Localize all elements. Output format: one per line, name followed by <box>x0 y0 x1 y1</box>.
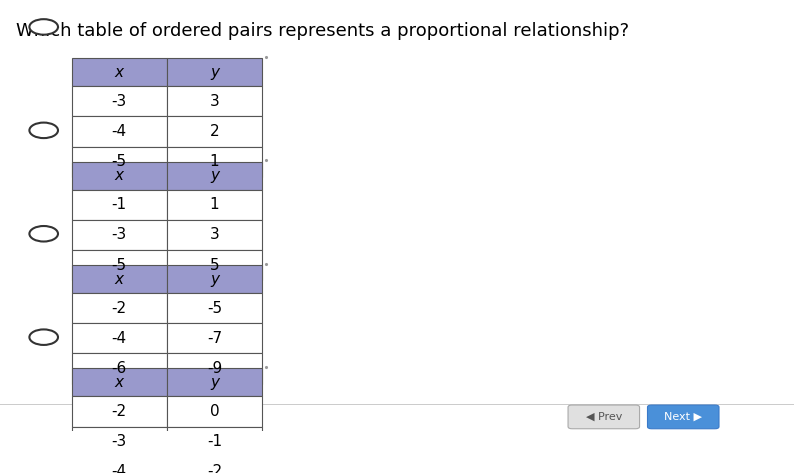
Text: 2: 2 <box>210 124 219 139</box>
FancyBboxPatch shape <box>71 58 167 86</box>
FancyBboxPatch shape <box>167 58 262 86</box>
Text: x: x <box>114 375 124 390</box>
FancyBboxPatch shape <box>167 293 262 323</box>
FancyBboxPatch shape <box>167 162 262 190</box>
Text: ◀ Prev: ◀ Prev <box>586 412 622 422</box>
Text: Next ▶: Next ▶ <box>664 412 702 422</box>
Text: -5: -5 <box>112 154 126 169</box>
Text: -1: -1 <box>112 197 126 212</box>
FancyBboxPatch shape <box>71 368 167 396</box>
Text: -6: -6 <box>111 361 126 376</box>
Text: 1: 1 <box>210 154 219 169</box>
FancyBboxPatch shape <box>167 457 262 473</box>
FancyBboxPatch shape <box>167 396 262 427</box>
FancyBboxPatch shape <box>71 190 167 220</box>
FancyBboxPatch shape <box>71 250 167 280</box>
FancyBboxPatch shape <box>167 250 262 280</box>
Text: -2: -2 <box>207 464 222 473</box>
FancyBboxPatch shape <box>167 353 262 384</box>
FancyBboxPatch shape <box>167 427 262 457</box>
Text: y: y <box>210 272 219 287</box>
FancyBboxPatch shape <box>0 404 794 405</box>
FancyBboxPatch shape <box>568 405 639 429</box>
FancyBboxPatch shape <box>71 353 167 384</box>
FancyBboxPatch shape <box>71 427 167 457</box>
Text: -2: -2 <box>112 301 126 315</box>
Text: x: x <box>114 168 124 183</box>
FancyBboxPatch shape <box>71 396 167 427</box>
FancyBboxPatch shape <box>71 220 167 250</box>
FancyBboxPatch shape <box>167 190 262 220</box>
Circle shape <box>30 19 58 35</box>
Text: -7: -7 <box>207 331 222 346</box>
FancyBboxPatch shape <box>71 86 167 116</box>
Text: 3: 3 <box>210 94 219 109</box>
Text: 1: 1 <box>210 197 219 212</box>
Text: -3: -3 <box>111 434 126 449</box>
FancyBboxPatch shape <box>167 265 262 293</box>
Text: -4: -4 <box>112 124 126 139</box>
Text: -1: -1 <box>207 434 222 449</box>
Text: Which table of ordered pairs represents a proportional relationship?: Which table of ordered pairs represents … <box>16 22 629 40</box>
FancyBboxPatch shape <box>167 116 262 147</box>
FancyBboxPatch shape <box>167 86 262 116</box>
Circle shape <box>30 123 58 138</box>
Text: -3: -3 <box>111 228 126 242</box>
FancyBboxPatch shape <box>71 457 167 473</box>
Text: -5: -5 <box>207 301 222 315</box>
FancyBboxPatch shape <box>71 323 167 353</box>
Text: -9: -9 <box>207 361 222 376</box>
Text: 3: 3 <box>210 228 219 242</box>
Text: 0: 0 <box>210 404 219 419</box>
Text: x: x <box>114 65 124 79</box>
FancyBboxPatch shape <box>71 116 167 147</box>
FancyBboxPatch shape <box>71 293 167 323</box>
FancyBboxPatch shape <box>71 162 167 190</box>
Text: -4: -4 <box>112 331 126 346</box>
FancyBboxPatch shape <box>167 368 262 396</box>
Text: y: y <box>210 65 219 79</box>
Text: x: x <box>114 272 124 287</box>
FancyBboxPatch shape <box>71 147 167 177</box>
Circle shape <box>30 226 58 242</box>
Text: y: y <box>210 168 219 183</box>
Text: -4: -4 <box>112 464 126 473</box>
Circle shape <box>30 329 58 345</box>
Text: -5: -5 <box>112 257 126 272</box>
FancyBboxPatch shape <box>647 405 719 429</box>
FancyBboxPatch shape <box>167 323 262 353</box>
Text: 5: 5 <box>210 257 219 272</box>
Text: -3: -3 <box>111 94 126 109</box>
FancyBboxPatch shape <box>71 265 167 293</box>
Text: -2: -2 <box>112 404 126 419</box>
FancyBboxPatch shape <box>167 147 262 177</box>
Text: y: y <box>210 375 219 390</box>
FancyBboxPatch shape <box>167 220 262 250</box>
